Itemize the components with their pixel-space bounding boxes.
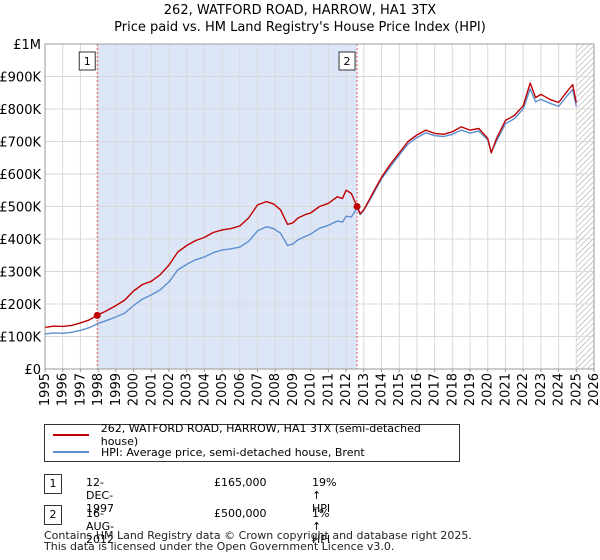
x-tick-label: 2018	[445, 373, 460, 406]
x-tick-label: 2009	[286, 373, 301, 406]
legend-item-hpi: HPI: Average price, semi-detached house,…	[53, 444, 365, 460]
x-tick-label: 2013	[357, 373, 372, 406]
chart-title-line1: 262, WATFORD ROAD, HARROW, HA1 3TX	[163, 3, 437, 18]
x-tick-label: 2023	[534, 373, 549, 406]
legend-label-hpi: HPI: Average price, semi-detached house,…	[101, 445, 365, 459]
x-tick-label: 1998	[91, 373, 106, 406]
x-tick-label: 2021	[498, 373, 513, 406]
sale-point	[353, 203, 361, 210]
sale-point	[93, 311, 101, 319]
sale-label-box	[338, 51, 356, 71]
x-tick-label: 2019	[463, 373, 478, 406]
x-tick-label: 2014	[374, 373, 389, 406]
sale-label-number: 1	[84, 55, 91, 68]
transaction-price: £165,000	[214, 476, 267, 489]
x-tick-label: 2024	[552, 373, 567, 406]
y-tick-label: £500K	[0, 201, 41, 216]
x-tick-label: 2016	[410, 373, 425, 406]
transaction-hpi-change: 1% ↑ HPI	[312, 507, 331, 546]
legend-swatch-hpi	[53, 451, 89, 453]
x-tick-label: 2008	[268, 373, 283, 406]
x-tick-label: 2007	[251, 373, 266, 406]
y-tick-label: £300K	[0, 266, 41, 281]
x-tick-label: 2000	[127, 373, 142, 406]
x-tick-label: 2022	[516, 373, 531, 406]
transaction-price: £500,000	[214, 507, 267, 520]
x-tick-label: 2020	[481, 373, 496, 406]
x-tick-label: 2004	[197, 373, 212, 406]
y-tick-label: £200K	[0, 298, 41, 313]
x-tick-label: 1995	[38, 373, 53, 406]
y-tick-label: £100K	[0, 331, 41, 346]
x-tick-label: 2001	[144, 373, 159, 406]
x-tick-label: 2002	[162, 373, 177, 406]
legend-swatch-property	[53, 434, 89, 436]
x-tick-label: 2011	[321, 373, 336, 406]
x-tick-label: 2026	[587, 373, 600, 406]
legend-label-property: 262, WATFORD ROAD, HARROW, HA1 3TX (semi…	[100, 422, 421, 448]
price-chart: 1 2 £0 £100K £200K £300K £400K £500K £600K £700K…	[0, 38, 600, 406]
property-series-line	[44, 82, 577, 329]
x-tick-label: 2006	[233, 373, 248, 406]
x-tick-label: 2010	[304, 373, 319, 406]
x-tick-label: 2025	[569, 373, 584, 406]
footer-line-1: Contains HM Land Registry data © Crown c…	[44, 529, 472, 542]
y-tick-label: £600K	[0, 168, 41, 183]
chart-title-line2: Price paid vs. HM Land Registry's House …	[114, 20, 486, 35]
transaction-number: 2	[44, 505, 62, 525]
x-tick-label: 2015	[392, 373, 407, 406]
x-tick-label: 1996	[56, 373, 71, 406]
sale-label-box	[78, 51, 96, 71]
x-tick-label: 2017	[428, 373, 443, 406]
x-tick-label: 1999	[109, 373, 124, 406]
legend-item-property: 262, WATFORD ROAD, HARROW, HA1 3TX (semi…	[53, 422, 459, 448]
y-tick-label: £0	[24, 363, 41, 378]
transaction-date: 12-DEC-1997	[86, 476, 114, 515]
y-tick-label: £700K	[0, 136, 41, 151]
transaction-number: 1	[44, 474, 62, 494]
y-tick-label: £1M	[13, 38, 41, 53]
x-tick-label: 2003	[180, 373, 195, 406]
y-tick-label: £400K	[0, 233, 41, 248]
footer-line-2: This data is licensed under the Open Gov…	[44, 540, 395, 553]
chart-legend: 262, WATFORD ROAD, HARROW, HA1 3TX (semi…	[44, 422, 460, 462]
footer-copyright: Contains HM Land Registry data © Crown c…	[44, 530, 472, 552]
plot-frame	[44, 43, 595, 370]
x-tick-label: 2005	[215, 373, 230, 406]
x-tick-label: 1997	[73, 373, 88, 406]
y-tick-label: £800K	[0, 103, 41, 118]
y-tick-label: £900K	[0, 71, 41, 86]
sale-label-number: 2	[344, 55, 351, 68]
x-tick-label: 2012	[339, 373, 354, 406]
transaction-date: 16-AUG-2012	[86, 507, 115, 546]
transaction-hpi-change: 19% ↑ HPI	[312, 476, 337, 515]
